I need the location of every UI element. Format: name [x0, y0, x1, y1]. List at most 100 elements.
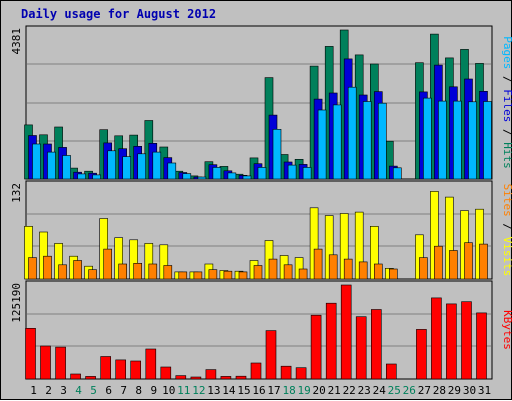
x-tick-day-26: 26 [403, 384, 416, 397]
bar-kbytes-day-24 [370, 309, 382, 380]
bar-kbytes-day-16 [250, 362, 262, 380]
x-tick-day-4: 4 [75, 384, 82, 397]
bar-sites-day-3 [58, 264, 67, 280]
bar-pages-day-19 [302, 167, 312, 180]
bar-kbytes-day-1 [25, 327, 36, 380]
bar-sites-day-21 [328, 254, 338, 280]
side-label-separator: / [501, 69, 512, 89]
side-label-visits: Visits [501, 237, 512, 277]
bar-sites-day-23 [358, 261, 368, 280]
bar-pages-day-11 [182, 173, 192, 180]
bar-kbytes-day-6 [100, 356, 111, 380]
bar-kbytes-day-4 [70, 373, 81, 380]
bar-kbytes-day-23 [355, 316, 367, 380]
bar-pages-day-18 [287, 164, 297, 180]
bar-sites-day-13 [208, 269, 218, 280]
bar-sites-day-16 [253, 265, 263, 280]
bar-sites-day-18 [283, 264, 293, 280]
bar-kbytes-day-13 [205, 369, 217, 380]
side-label-files: Files [501, 89, 512, 122]
bar-pages-day-21 [332, 104, 342, 180]
bar-pages-day-24 [377, 102, 387, 180]
x-tick-day-16: 16 [252, 384, 265, 397]
bar-kbytes-day-3 [55, 346, 66, 380]
bar-pages-day-2 [47, 151, 56, 180]
bar-kbytes-day-10 [160, 366, 172, 380]
bar-pages-day-29 [453, 100, 462, 180]
bar-sites-day-9 [148, 263, 158, 280]
x-tick-day-24: 24 [373, 384, 387, 397]
x-tick-day-11: 11 [177, 384, 190, 397]
x-tick-day-23: 23 [358, 384, 371, 397]
x-tick-day-3: 3 [60, 384, 67, 397]
bar-kbytes-day-5 [85, 376, 96, 380]
y-max-label-middle: 132 [10, 183, 23, 203]
bar-pages-day-27 [423, 97, 432, 180]
bar-pages-day-3 [62, 155, 71, 180]
x-tick-day-1: 1 [30, 384, 37, 397]
bar-kbytes-day-21 [325, 302, 337, 380]
bar-pages-day-4 [77, 173, 86, 180]
bar-sites-day-29 [449, 250, 458, 280]
bar-sites-day-24 [373, 263, 383, 280]
x-tick-day-21: 21 [328, 384, 341, 397]
side-label-kbytes: KBytes [501, 310, 512, 350]
bar-pages-day-9 [152, 151, 162, 180]
bar-pages-day-8 [137, 153, 146, 180]
chart-title: Daily usage for August 2012 [21, 7, 217, 21]
bar-kbytes-day-27 [416, 329, 427, 380]
bar-sites-day-19 [298, 268, 308, 280]
x-tick-day-8: 8 [135, 384, 142, 397]
bar-sites-day-20 [313, 248, 323, 280]
x-tick-day-31: 31 [478, 384, 491, 397]
y-max-label-bottom: 125190 [10, 283, 23, 323]
bar-sites-day-14 [223, 270, 233, 280]
bar-pages-day-16 [257, 167, 267, 180]
side-label-bottom: KBytes [501, 310, 512, 350]
bar-sites-day-8 [133, 262, 142, 280]
bar-sites-day-2 [43, 255, 52, 280]
bar-pages-day-22 [347, 86, 357, 180]
bar-sites-day-6 [103, 248, 112, 280]
bar-kbytes-day-12 [190, 376, 202, 380]
bar-kbytes-day-11 [175, 375, 187, 380]
x-tick-day-30: 30 [463, 384, 476, 397]
bar-sites-day-15 [238, 271, 248, 280]
bar-pages-day-25 [392, 167, 402, 180]
bar-kbytes-day-15 [235, 375, 247, 380]
bar-sites-day-28 [434, 245, 443, 280]
x-tick-day-5: 5 [90, 384, 97, 397]
bar-pages-day-17 [272, 129, 282, 180]
bar-sites-day-30 [464, 242, 473, 280]
bar-pages-day-1 [32, 143, 41, 180]
bar-sites-day-5 [88, 269, 97, 280]
bar-pages-day-20 [317, 109, 327, 180]
bar-sites-day-22 [343, 258, 353, 280]
x-tick-day-29: 29 [448, 384, 461, 397]
x-tick-day-10: 10 [162, 384, 175, 397]
bar-pages-day-6 [107, 150, 116, 180]
bar-pages-day-7 [122, 156, 131, 180]
bar-sites-day-7 [118, 263, 127, 280]
bar-pages-day-31 [483, 101, 492, 180]
side-label-top: Pages / Files / Hits [501, 36, 512, 169]
bar-pages-day-23 [362, 101, 372, 180]
bar-sites-day-17 [268, 258, 278, 280]
side-label-hits: Hits [501, 142, 512, 169]
bar-kbytes-day-14 [220, 376, 232, 380]
x-tick-day-6: 6 [105, 384, 112, 397]
bar-pages-day-15 [242, 175, 252, 180]
side-label-sites: Sites [501, 184, 512, 217]
bar-sites-day-11 [178, 271, 188, 280]
x-tick-day-19: 19 [297, 384, 310, 397]
side-label-separator: / [501, 122, 512, 142]
x-tick-day-18: 18 [282, 384, 295, 397]
side-label-middle: Sites / Visits [501, 184, 512, 277]
x-tick-day-7: 7 [120, 384, 127, 397]
bar-pages-day-5 [92, 174, 101, 180]
bar-kbytes-day-30 [461, 301, 472, 380]
bar-kbytes-day-2 [40, 345, 51, 380]
bar-sites-day-4 [73, 260, 82, 280]
